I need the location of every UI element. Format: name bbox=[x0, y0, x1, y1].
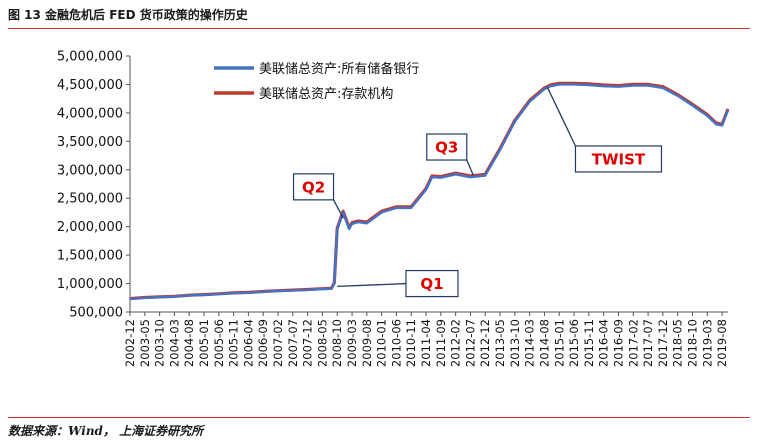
x-tick-label: 2015-06 bbox=[567, 319, 581, 367]
x-tick-label: 2003-05 bbox=[138, 319, 152, 367]
annotation-box bbox=[292, 173, 335, 201]
x-tick-label: 2019-08 bbox=[715, 319, 729, 367]
x-tick-label: 2017-12 bbox=[656, 319, 670, 367]
x-tick-label: 2008-10 bbox=[330, 319, 344, 367]
x-tick-label: 2005-11 bbox=[227, 319, 241, 367]
x-tick-label: 2017-02 bbox=[626, 319, 640, 367]
y-tick-label: 5,000,000 bbox=[57, 50, 123, 65]
annotation-label: Q1 bbox=[420, 275, 443, 293]
x-tick-label: 2006-04 bbox=[241, 319, 255, 367]
annotation-box bbox=[426, 133, 468, 161]
axes bbox=[129, 56, 728, 313]
x-tick-label: 2010-01 bbox=[375, 319, 389, 367]
annotation-label: TWIST bbox=[592, 150, 646, 168]
y-tick-label: 2,000,000 bbox=[57, 220, 123, 235]
x-tick-label: 2008-05 bbox=[315, 319, 329, 367]
series-line-deposit-institutions bbox=[129, 81, 730, 301]
x-tick-label: 2017-07 bbox=[641, 319, 655, 367]
y-tick-label: 500,000 bbox=[69, 306, 123, 321]
annotation-leader bbox=[337, 282, 406, 288]
annotation-label: Q2 bbox=[302, 178, 325, 196]
annotation-leader bbox=[466, 159, 475, 176]
x-tick-label: 2013-05 bbox=[493, 319, 507, 367]
y-tick-label: 3,000,000 bbox=[57, 163, 123, 178]
x-tick-label: 2012-12 bbox=[478, 319, 492, 367]
x-tick-label: 2012-02 bbox=[449, 319, 463, 367]
x-tick-label: 2014-03 bbox=[523, 319, 537, 367]
y-tick-label: 3,500,000 bbox=[57, 135, 123, 150]
x-tick-label: 2011-04 bbox=[419, 319, 433, 367]
x-tick-label: 2018-10 bbox=[685, 319, 699, 367]
x-axis-ticks: 2002-12 2003-05 2003-10 2004-03 2004-08 2005-… bbox=[123, 312, 729, 367]
x-tick-label: 2006-09 bbox=[256, 319, 270, 367]
y-tick-label: 4,500,000 bbox=[57, 78, 123, 93]
x-tick-label: 2018-05 bbox=[671, 319, 685, 367]
x-tick-label: 2010-11 bbox=[404, 319, 418, 367]
x-tick-label: 2010-06 bbox=[389, 319, 403, 367]
series-lines bbox=[129, 81, 730, 301]
x-tick-label: 2013-10 bbox=[508, 319, 522, 367]
x-tick-label: 2016-04 bbox=[597, 319, 611, 367]
x-tick-label: 2007-12 bbox=[301, 319, 315, 367]
legend-label: 美联储总资产:存款机构 bbox=[259, 87, 393, 102]
x-tick-label: 2015-01 bbox=[552, 319, 566, 367]
y-tick-label: 1,500,000 bbox=[57, 249, 123, 264]
annotation-label: Q3 bbox=[435, 139, 458, 157]
x-tick-label: 2015-11 bbox=[582, 319, 596, 367]
annotation-leader bbox=[332, 199, 344, 219]
x-tick-label: 2009-03 bbox=[345, 319, 359, 367]
x-tick-label: 2016-09 bbox=[611, 319, 625, 367]
annotations: Q1 Q2 Q3 TWIST bbox=[292, 87, 663, 298]
x-tick-label: 2007-07 bbox=[286, 319, 300, 367]
y-axis-ticks: 500,000 1,000,000 1,500,000 2,000,000 2,500,… bbox=[57, 50, 130, 321]
figure-title: 图 13 金融危机后 FED 货币政策的操作历史 bbox=[8, 8, 248, 22]
legend-label: 美联储总资产:所有储备银行 bbox=[259, 61, 419, 77]
x-tick-label: 2012-07 bbox=[463, 319, 477, 367]
x-tick-label: 2014-08 bbox=[537, 319, 551, 367]
x-tick-label: 2002-12 bbox=[123, 319, 137, 367]
y-tick-label: 2,500,000 bbox=[57, 192, 123, 207]
data-source: 数据来源：Wind， 上海证券研究所 bbox=[8, 424, 204, 438]
x-tick-label: 2004-03 bbox=[167, 319, 181, 367]
x-tick-label: 2005-06 bbox=[212, 319, 226, 367]
annotation-box bbox=[405, 269, 459, 298]
x-tick-label: 2005-01 bbox=[197, 319, 211, 367]
annotation-leader bbox=[546, 87, 577, 147]
annotation-box bbox=[574, 145, 663, 173]
x-tick-label: 2009-08 bbox=[360, 319, 374, 367]
x-tick-label: 2007-02 bbox=[271, 319, 285, 367]
x-tick-label: 2004-08 bbox=[182, 319, 196, 367]
series-line-all-reserve-banks bbox=[129, 83, 730, 301]
x-tick-label: 2011-09 bbox=[434, 319, 448, 367]
bottom-rule bbox=[8, 417, 750, 418]
x-tick-label: 2003-10 bbox=[153, 319, 167, 367]
fed-balance-sheet-chart: 500,000 1,000,000 1,500,000 2,000,000 2,500,… bbox=[57, 50, 730, 367]
y-tick-label: 4,000,000 bbox=[57, 106, 123, 121]
x-tick-label: 2019-03 bbox=[700, 319, 714, 367]
y-tick-label: 1,000,000 bbox=[57, 277, 123, 292]
top-rule bbox=[8, 28, 750, 29]
